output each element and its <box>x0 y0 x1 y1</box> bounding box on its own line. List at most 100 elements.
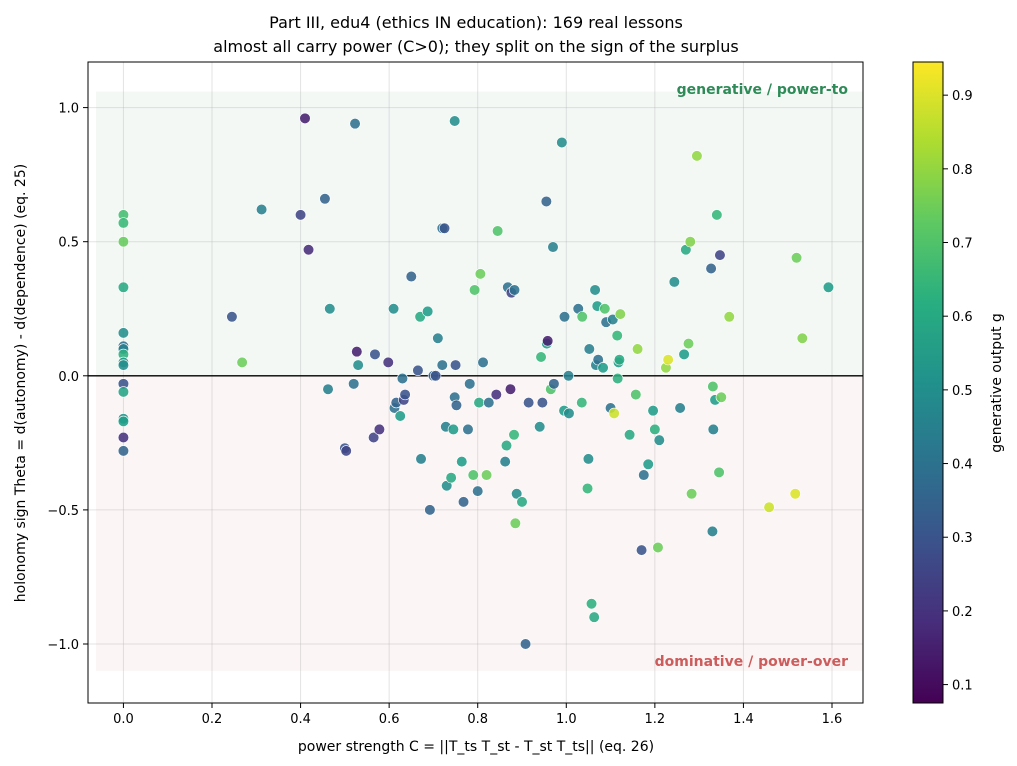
y-tick-label: −0.5 <box>47 504 79 519</box>
colorbar-tick-label: 0.5 <box>952 384 973 399</box>
data-point <box>563 407 575 419</box>
data-point <box>576 311 588 323</box>
data-point <box>612 372 624 385</box>
colorbar <box>912 61 944 704</box>
data-point <box>117 281 130 293</box>
data-point <box>796 332 808 344</box>
data-point <box>582 453 595 465</box>
data-point <box>713 466 725 478</box>
data-point <box>340 445 352 457</box>
data-point <box>117 445 130 457</box>
data-point <box>705 262 717 275</box>
data-point <box>474 268 486 280</box>
data-point <box>511 488 523 500</box>
data-point <box>822 281 835 293</box>
region-label-generative: generative / power-to <box>677 82 849 98</box>
data-point <box>691 150 703 162</box>
data-point <box>583 343 595 355</box>
data-point <box>714 249 726 261</box>
data-point <box>589 284 601 296</box>
data-point <box>467 469 479 481</box>
data-point <box>256 203 268 216</box>
data-point <box>707 380 719 393</box>
data-point <box>456 456 468 468</box>
data-point <box>723 311 735 323</box>
data-point <box>457 496 470 508</box>
data-point <box>682 338 695 350</box>
data-point <box>540 195 552 208</box>
data-point <box>117 359 130 371</box>
x-tick-label: 1.2 <box>645 712 666 727</box>
data-point <box>449 115 461 127</box>
data-point <box>490 388 502 401</box>
data-point <box>430 370 442 382</box>
data-point <box>438 222 451 234</box>
y-axis-label: holonomy sign Theta = d(autonomy) - d(de… <box>13 164 29 602</box>
x-tick-label: 0.2 <box>202 712 223 727</box>
data-point <box>472 485 484 497</box>
x-tick-label: 0.0 <box>113 712 134 727</box>
data-point <box>394 410 406 422</box>
data-point <box>635 544 648 556</box>
colorbar-tick-label: 0.2 <box>952 605 973 620</box>
data-point <box>653 434 665 446</box>
y-tick-label: 1.0 <box>58 102 79 117</box>
data-point <box>614 308 626 320</box>
data-point <box>462 423 474 436</box>
data-point <box>396 372 409 385</box>
data-point <box>649 423 661 436</box>
data-point <box>351 346 363 358</box>
data-point <box>516 496 528 508</box>
chart-title-line-1: Part III, edu4 (ethics IN education): 16… <box>269 13 683 32</box>
data-point <box>469 284 481 296</box>
data-point <box>519 638 532 650</box>
data-point <box>790 252 803 264</box>
data-point <box>599 303 611 315</box>
data-point <box>789 488 801 500</box>
data-point <box>597 362 609 374</box>
data-point <box>477 356 489 368</box>
data-point <box>630 388 642 401</box>
x-tick-label: 0.4 <box>290 712 311 727</box>
data-point <box>450 399 463 411</box>
colorbar-tick-label: 0.3 <box>952 531 973 546</box>
x-axis: 0.0 0.2 0.4 0.6 0.8 1.0 1.2 1.4 1.6 <box>113 703 842 727</box>
region-dominative <box>96 375 863 671</box>
data-point <box>647 405 659 417</box>
data-point <box>352 359 364 371</box>
data-point <box>508 284 521 296</box>
data-point <box>508 429 520 441</box>
data-point <box>432 332 444 344</box>
data-point <box>536 397 548 409</box>
region-label-dominative: dominative / power-over <box>655 654 848 670</box>
data-point <box>302 244 315 256</box>
y-tick-label: 0.5 <box>58 236 79 251</box>
data-point <box>299 112 311 124</box>
data-point <box>483 397 495 409</box>
data-point <box>535 351 547 363</box>
data-point <box>588 611 600 623</box>
colorbar-tick-label: 0.1 <box>952 679 973 694</box>
data-point <box>638 469 650 481</box>
data-point <box>373 423 386 436</box>
data-point <box>117 386 130 398</box>
plot-frame <box>87 61 864 704</box>
data-point <box>674 402 686 414</box>
data-point <box>117 431 130 444</box>
data-point <box>436 359 448 371</box>
colorbar-tick-label: 0.6 <box>952 310 973 325</box>
y-tick-label: 0.0 <box>58 370 79 385</box>
data-point <box>562 370 575 382</box>
data-point <box>556 136 568 149</box>
data-point <box>492 225 504 237</box>
data-point <box>642 458 654 470</box>
data-point <box>581 482 594 495</box>
data-point <box>534 421 546 433</box>
data-point <box>117 415 130 427</box>
data-point <box>509 517 521 529</box>
y-tick-label: −1.0 <box>47 638 79 653</box>
data-point <box>576 397 588 409</box>
data-point <box>405 270 417 283</box>
data-point <box>319 193 331 205</box>
